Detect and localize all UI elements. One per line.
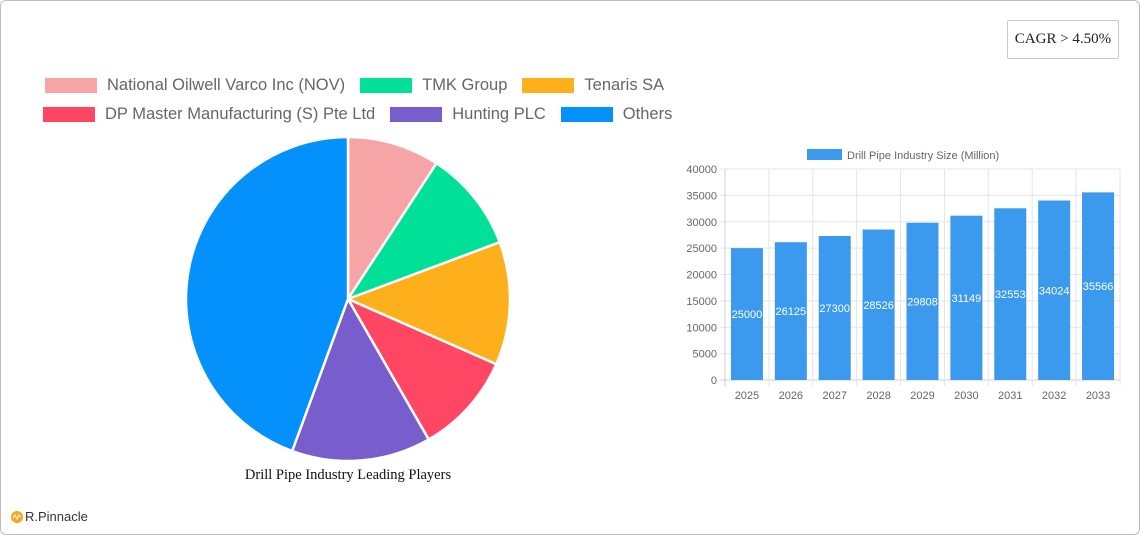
- bar-legend[interactable]: Drill Pipe Industry Size (Million): [807, 149, 999, 162]
- x-tick-label: 2028: [866, 390, 890, 402]
- pie-legend-row-1: National Oilwell Varco Inc (NOV) TMK Gro…: [45, 76, 679, 95]
- y-tick-label: 35000: [686, 190, 717, 202]
- bar[interactable]: 27300: [818, 235, 851, 380]
- x-tick-label: 2027: [822, 390, 846, 402]
- legend-item-dp-master[interactable]: DP Master Manufacturing (S) Pte Ltd: [43, 105, 375, 124]
- x-tick-label: 2030: [954, 390, 978, 402]
- logo-text: R.Pinnacle: [25, 509, 88, 524]
- legend-item-tmk[interactable]: TMK Group: [360, 76, 507, 95]
- bar-value-label: 35566: [1083, 281, 1114, 293]
- pie-slice[interactable]: Hunting PLC: [290, 296, 431, 463]
- pie-slice[interactable]: DP Master Manufacturing (S) Pte Ltd: [345, 296, 498, 442]
- bar[interactable]: 29808: [906, 222, 939, 380]
- bar-value-label: 28526: [863, 300, 894, 312]
- bar[interactable]: 32553: [994, 208, 1027, 380]
- legend-label: Hunting PLC: [452, 105, 546, 123]
- x-tick-label: 2025: [735, 390, 759, 402]
- bar-value-label: 32553: [995, 289, 1026, 301]
- legend-swatch: [360, 78, 413, 93]
- pie-slice[interactable]: National Oilwell Varco Inc (NOV): [346, 135, 439, 304]
- bar-value-label: 26125: [776, 306, 807, 318]
- legend-swatch: [43, 107, 95, 122]
- x-tick-label: 2029: [910, 390, 934, 402]
- pie-chart-title: Drill Pipe Industry Leading Players: [244, 467, 452, 483]
- legend-label: Tenaris SA: [584, 76, 665, 94]
- legend-swatch: [45, 78, 97, 93]
- legend-label: Others: [622, 105, 673, 123]
- x-tick-label: 2033: [1086, 390, 1110, 402]
- y-tick-label: 25000: [686, 243, 717, 255]
- bar-value-label: 34024: [1039, 285, 1070, 297]
- x-tick-label: 2032: [1042, 390, 1066, 402]
- bar[interactable]: 35566: [1082, 192, 1115, 380]
- bar-value-label: 25000: [732, 309, 763, 321]
- legend-swatch: [807, 149, 842, 160]
- legend-item-nov[interactable]: National Oilwell Varco Inc (NOV): [45, 76, 345, 95]
- cagr-badge: CAGR > 4.50%: [1007, 20, 1119, 59]
- y-tick-label: 5000: [693, 349, 717, 361]
- bar[interactable]: 25000: [730, 248, 763, 380]
- bar[interactable]: 31149: [950, 215, 983, 380]
- legend-label: Drill Pipe Industry Size (Million): [847, 150, 999, 162]
- bar-value-label: 29808: [907, 296, 938, 308]
- legend-label: National Oilwell Varco Inc (NOV): [107, 76, 346, 94]
- pie-slice[interactable]: TMK Group: [344, 161, 502, 302]
- legend-swatch: [390, 107, 443, 122]
- legend-swatch: [522, 78, 575, 93]
- pie-slice[interactable]: Others: [184, 135, 350, 453]
- logo-icon: [11, 510, 23, 523]
- bar-value-label: 27300: [819, 303, 850, 315]
- bar-chart: Drill Pipe Industry Size (Million) 0 5000 1…: [670, 140, 1130, 410]
- x-tick-label: 2026: [779, 390, 803, 402]
- legend-label: TMK Group: [422, 76, 508, 94]
- legend-item-hunting[interactable]: Hunting PLC: [390, 105, 546, 124]
- pie-chart: National Oilwell Varco Inc (NOV)TMK Grou…: [184, 135, 512, 463]
- bar[interactable]: 34024: [1038, 200, 1071, 380]
- bar-value-label: 31149: [951, 293, 981, 305]
- y-tick-label: 15000: [686, 296, 717, 308]
- brand-logo: R.Pinnacle: [11, 509, 88, 524]
- pie-legend-row-2: DP Master Manufacturing (S) Pte Ltd Hunt…: [43, 105, 687, 124]
- legend-item-others[interactable]: Others: [560, 105, 673, 124]
- y-tick-label: 20000: [686, 270, 717, 282]
- legend-item-tenaris[interactable]: Tenaris SA: [522, 76, 664, 95]
- legend-swatch: [560, 107, 613, 122]
- y-tick-label: 40000: [686, 164, 717, 176]
- y-tick-label: 10000: [686, 322, 717, 334]
- pie-slice[interactable]: Tenaris SA: [344, 240, 512, 366]
- y-tick-label: 30000: [686, 217, 717, 229]
- bar[interactable]: 26125: [774, 242, 807, 380]
- bar[interactable]: 28526: [862, 229, 895, 380]
- x-tick-label: 2031: [998, 390, 1022, 402]
- y-tick-label: 0: [711, 375, 717, 387]
- legend-label: DP Master Manufacturing (S) Pte Ltd: [105, 105, 376, 123]
